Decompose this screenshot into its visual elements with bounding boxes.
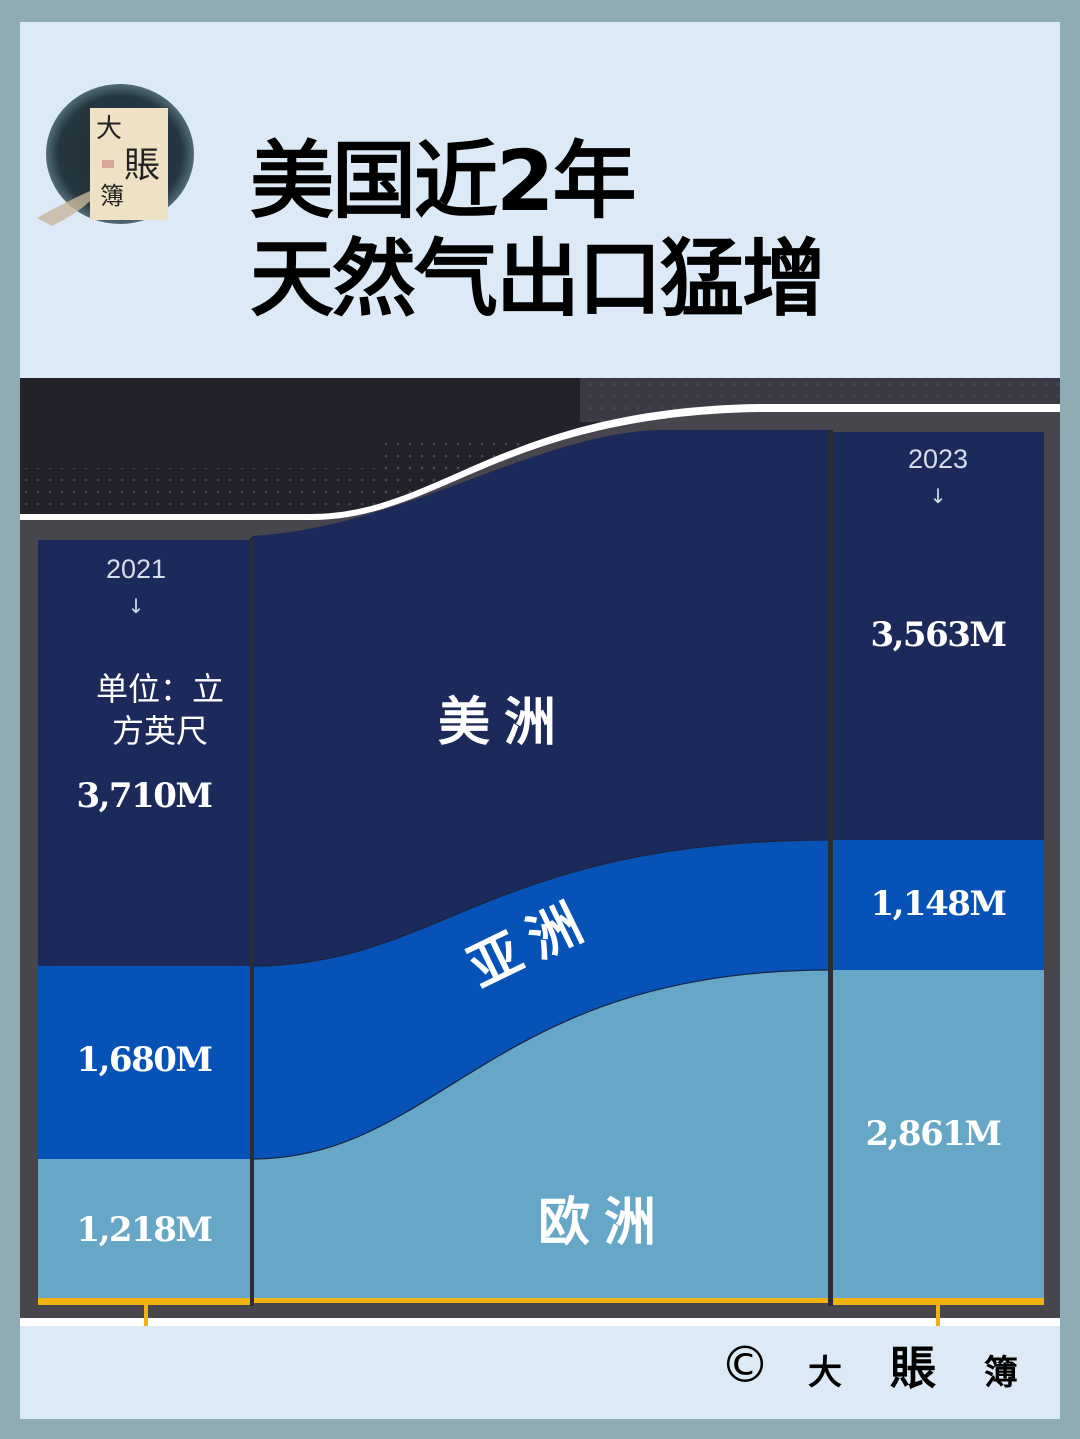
year-label-2021: 2021: [105, 554, 167, 584]
unit-label: 单位：立 方英尺: [80, 668, 240, 752]
logo-char-3: 簿: [100, 182, 124, 210]
footer-signature: © 大 賬 簿: [720, 1335, 1018, 1395]
ink-circle-icon: [37, 84, 194, 226]
logo-char-1: 大: [96, 114, 123, 144]
unit-line-2: 方英尺: [111, 712, 208, 750]
copyright-icon: ©: [720, 1336, 770, 1394]
chart-area: 2021 ↓ 单位：立 方英尺 3,710M 1,680M 1,218M 美洲 …: [20, 378, 1060, 1326]
title-line-2: 天然气出口猛增: [250, 230, 826, 328]
value-2023-asia: 1,148M: [870, 884, 1007, 924]
signature-char-2: 賬: [889, 1341, 936, 1395]
value-2021-americas: 3,710M: [76, 776, 213, 816]
page-title: 美国近2年 天然气出口猛增: [250, 132, 826, 328]
signature-char-1: 大: [808, 1353, 842, 1393]
signature: 大 賬 簿: [808, 1332, 1018, 1398]
value-2023-europe: 2,861M: [865, 1114, 1002, 1154]
title-line-1: 美国近2年: [250, 132, 636, 230]
value-2021-europe: 1,218M: [76, 1210, 213, 1250]
region-label-europe: 欧洲: [538, 1193, 671, 1253]
year-label-2023: 2023: [907, 444, 969, 474]
flow-chart-graphic: [20, 378, 1060, 1326]
logo: 大 賬 簿: [32, 78, 197, 233]
down-arrow-icon: ↓: [127, 594, 145, 618]
signature-char-3: 簿: [983, 1353, 1018, 1393]
value-2023-americas: 3,563M: [870, 615, 1007, 655]
unit-line-1: 单位：立: [95, 670, 224, 708]
region-label-americas: 美洲: [438, 693, 571, 753]
logo-char-2: 賬: [124, 145, 161, 186]
down-arrow-icon: ↓: [929, 484, 947, 508]
value-2021-asia: 1,680M: [76, 1040, 213, 1080]
